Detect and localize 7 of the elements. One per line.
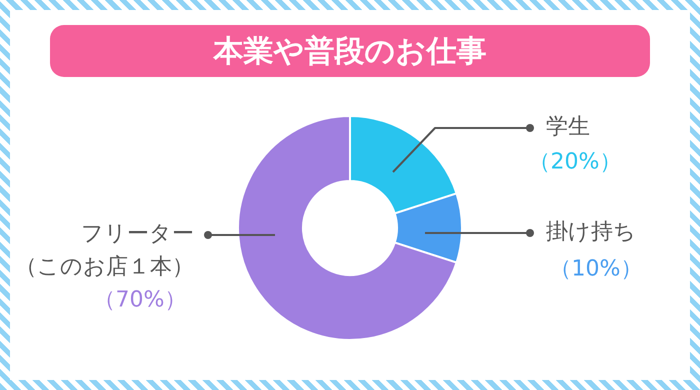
slice-label: フリーター（このお店１本） — [15, 222, 194, 280]
data-label: （10%） — [550, 256, 642, 282]
data-label: （20%） — [528, 150, 622, 175]
data-label: （70%） — [94, 288, 186, 313]
slice-label: 掛け持ち — [546, 220, 636, 245]
chart-title: 本業や普段のお仕事 — [50, 25, 650, 77]
slice-label: 学生 — [546, 114, 590, 140]
